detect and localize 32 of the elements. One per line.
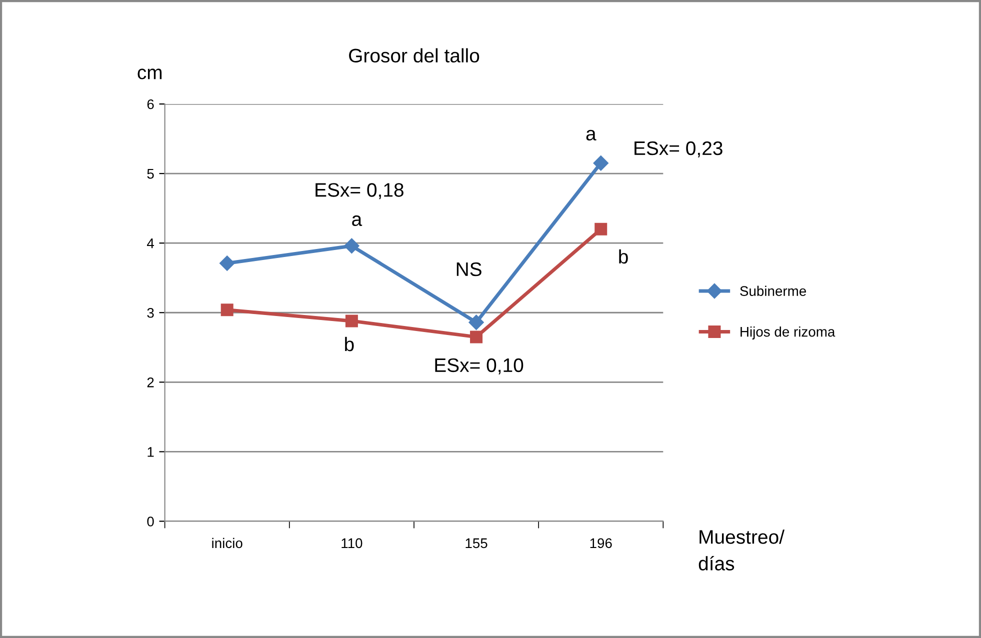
point xyxy=(220,256,235,271)
annotation: ESx= 0,23 xyxy=(634,141,722,158)
point xyxy=(594,222,608,236)
x-tick-label: inicio xyxy=(212,538,242,548)
y-tick-label: 4 xyxy=(146,238,154,248)
point xyxy=(470,330,483,344)
annotation: ESx= 0,10 xyxy=(435,358,524,374)
annotation: ESx= 0,18 xyxy=(316,183,404,200)
y-tick-label: 6 xyxy=(147,99,154,110)
x-tick-label: 155 xyxy=(466,538,488,548)
annotation: a xyxy=(586,130,596,141)
point xyxy=(345,314,358,328)
annotation: NS xyxy=(456,262,482,276)
x-tick-label: 196 xyxy=(590,538,612,548)
legend-label: Hijos de rizoma xyxy=(740,326,836,340)
point xyxy=(468,314,484,330)
y-tick-label: 0 xyxy=(147,516,154,526)
point xyxy=(593,156,608,171)
annotation: b xyxy=(345,336,354,352)
y-axis-title: cm xyxy=(138,68,162,80)
x-tick-label: 110 xyxy=(342,538,362,548)
legend-label: Subinerme xyxy=(740,286,806,296)
y-tick-label: 3 xyxy=(147,308,154,318)
y-tick-label: 2 xyxy=(147,377,154,388)
point xyxy=(344,238,360,254)
y-tick-label: 5 xyxy=(147,169,154,179)
chart-title: Grosor del tallo xyxy=(349,48,480,63)
y-tick-label: 1 xyxy=(148,447,154,457)
point xyxy=(220,304,234,316)
annotation: b xyxy=(619,249,628,264)
x-axis-title: Muestreo/ días xyxy=(698,530,784,570)
annotation: a xyxy=(352,215,362,226)
